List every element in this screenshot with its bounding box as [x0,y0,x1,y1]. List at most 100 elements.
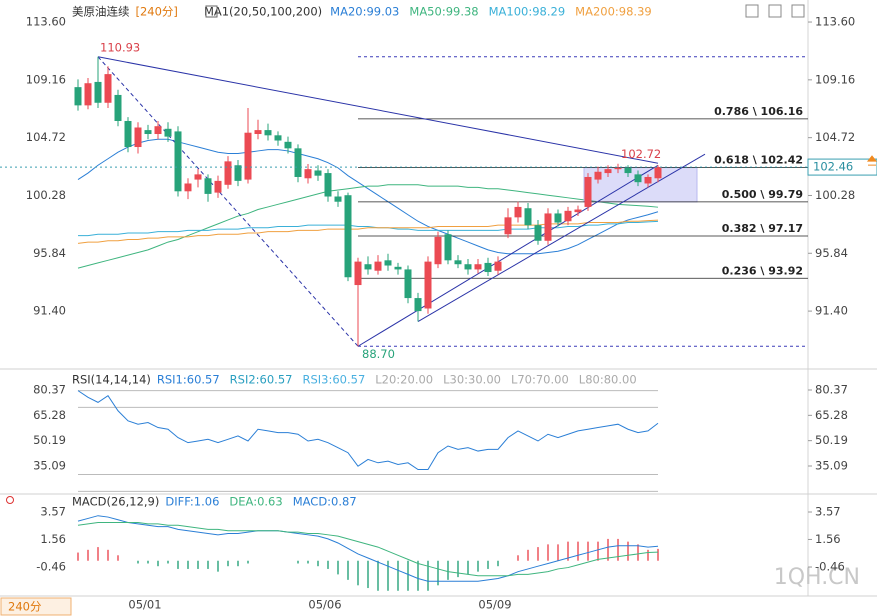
candle-body [164,128,172,137]
candle-body [144,130,152,135]
low-label: 88.70 [362,347,395,361]
fib-label: 0.786 \ 106.16 [714,105,803,118]
legend-entry: MACD:0.87 [293,495,357,509]
candle-body [194,174,202,180]
y-tick-label: 80.37 [33,383,66,397]
candle-body [514,206,522,218]
fib-label: 0.500 \ 99.79 [722,188,803,201]
legend-entry: RSI2:60.57 [230,373,293,387]
candle-body [174,131,182,192]
candle-body [384,260,392,266]
y-tick-label: 35.09 [33,459,66,473]
y-tick-label-right: 35.09 [815,459,848,473]
y-tick-label-right: 50.19 [815,433,848,447]
y-tick-label: 1.56 [40,532,66,546]
toolbar-icons[interactable] [745,4,805,18]
y-tick-label-right: 3.57 [815,505,841,519]
period: [240分] [136,5,178,19]
candle-body [414,298,422,312]
candle-body [244,132,252,180]
candle-body [454,260,462,265]
candle-body [94,81,102,103]
period-label[interactable]: 240分 [8,600,42,614]
legend-entry: MA200:98.39 [575,5,652,19]
y-tick-label-right: -0.46 [815,560,845,574]
y-tick-label-right: 95.84 [815,246,848,260]
candle-body [424,261,432,309]
line [78,220,659,237]
settings-icon[interactable] [6,496,14,504]
candle-body [404,269,412,299]
candle-body [444,234,452,261]
panel-title: MACD(26,12,9) [72,495,159,509]
trendline [97,56,359,347]
level-label: L30:30.00 [443,373,501,387]
legend-entry: DEA:0.63 [229,495,282,509]
y-tick-label-right: 91.40 [815,304,848,318]
line [77,522,659,577]
watermark: 1QH.CN [774,565,860,590]
candle-body [344,195,352,278]
x-tick-label: 05/06 [308,598,341,612]
candle-body [104,74,112,103]
candle-body [534,225,542,241]
candle-body [184,183,192,192]
last-price-box [807,158,877,176]
candle-body [474,264,482,270]
legend-entry: RSI3:60.57 [302,373,365,387]
candle-body [654,167,662,179]
last-price-marker [866,155,877,166]
candle-body [584,176,592,207]
candle-body [624,167,632,174]
candle-body [334,196,342,202]
x-tick-label: 05/01 [128,598,161,612]
candle-body [524,208,532,226]
candle-body [614,167,622,170]
y-tick-label-right: 65.28 [815,408,848,422]
trendline [417,153,706,322]
y-tick-label-right: 104.72 [815,130,855,144]
candle-body [564,210,572,222]
trendline [357,164,659,347]
line [77,390,659,471]
legend-entry: DIFF:1.06 [165,495,219,509]
candle-body [554,213,562,223]
candle-body [254,130,262,135]
trendline [97,56,659,164]
candle-body [304,169,312,179]
candle-body [644,176,652,184]
legend-entry: MA20:99.03 [330,5,399,19]
y-tick-label: 50.19 [33,433,66,447]
y-tick-label-right: 1.56 [815,532,841,546]
y-tick-label: 3.57 [40,505,66,519]
y-tick-label: 95.84 [33,246,66,260]
candle-body [154,126,162,135]
candle-body [544,213,552,241]
candle-body [494,261,502,271]
candle-body [484,262,492,273]
legend-entry: RSI1:60.57 [157,373,220,387]
y-tick-label-right: 100.28 [815,188,855,202]
candle-body [604,169,612,174]
candle-body [634,174,642,183]
icon-button[interactable] [768,4,782,18]
y-tick-label: 91.40 [33,304,66,318]
candle-body [284,141,292,149]
y-tick-label: 104.72 [26,130,66,144]
candle-body [594,171,602,180]
candle-body [364,264,372,270]
fib-label: 0.382 \ 97.17 [722,222,803,235]
y-tick-label: -0.46 [36,560,66,574]
y-tick-label: 109.16 [26,72,66,86]
panel-title: RSI(14,14,14) [72,373,151,387]
x-tick-label: 05/09 [478,598,511,612]
period-box[interactable] [0,597,72,616]
icon-button[interactable] [791,4,805,18]
icon-button[interactable] [745,4,759,18]
fib-label: 0.236 \ 93.92 [722,264,803,277]
level-label: L20:20.00 [375,373,433,387]
y-tick-label-right: 80.37 [815,383,848,397]
